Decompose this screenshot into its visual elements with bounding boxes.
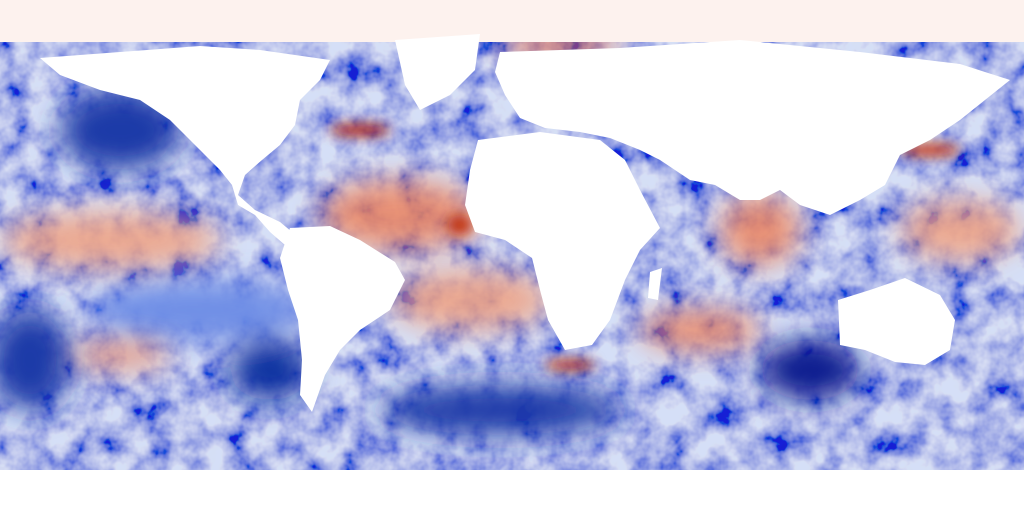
anomaly-blob [0,212,220,268]
arctic-cap [0,0,1024,42]
anomaly-blob [390,270,550,330]
anomaly-blob [760,340,860,400]
anomaly-blob [330,124,390,136]
antarctic-cap [0,470,1024,512]
madagascar [648,268,662,300]
anomaly-blob [448,215,472,235]
anomaly-blob [640,310,760,350]
anomaly-blob [90,280,310,340]
africa [465,132,660,350]
eurasia [495,40,1010,215]
land [40,34,1010,412]
anomaly-blob [380,385,620,435]
warm-regions [0,33,1020,367]
hot-spots [330,124,960,370]
deep-blue-regions [0,90,860,435]
anomaly-blob [545,360,595,370]
anomaly-blob [0,310,70,410]
greenland [395,34,480,110]
australia [838,278,955,365]
anomaly-blob [320,180,480,250]
anomaly-blob [720,195,800,265]
north-america [40,46,330,245]
anomaly-blob [230,340,310,400]
anomaly-blob [60,90,180,170]
south-america [280,226,405,412]
anomaly-blob [900,200,1020,260]
anomaly-blob [70,343,170,367]
